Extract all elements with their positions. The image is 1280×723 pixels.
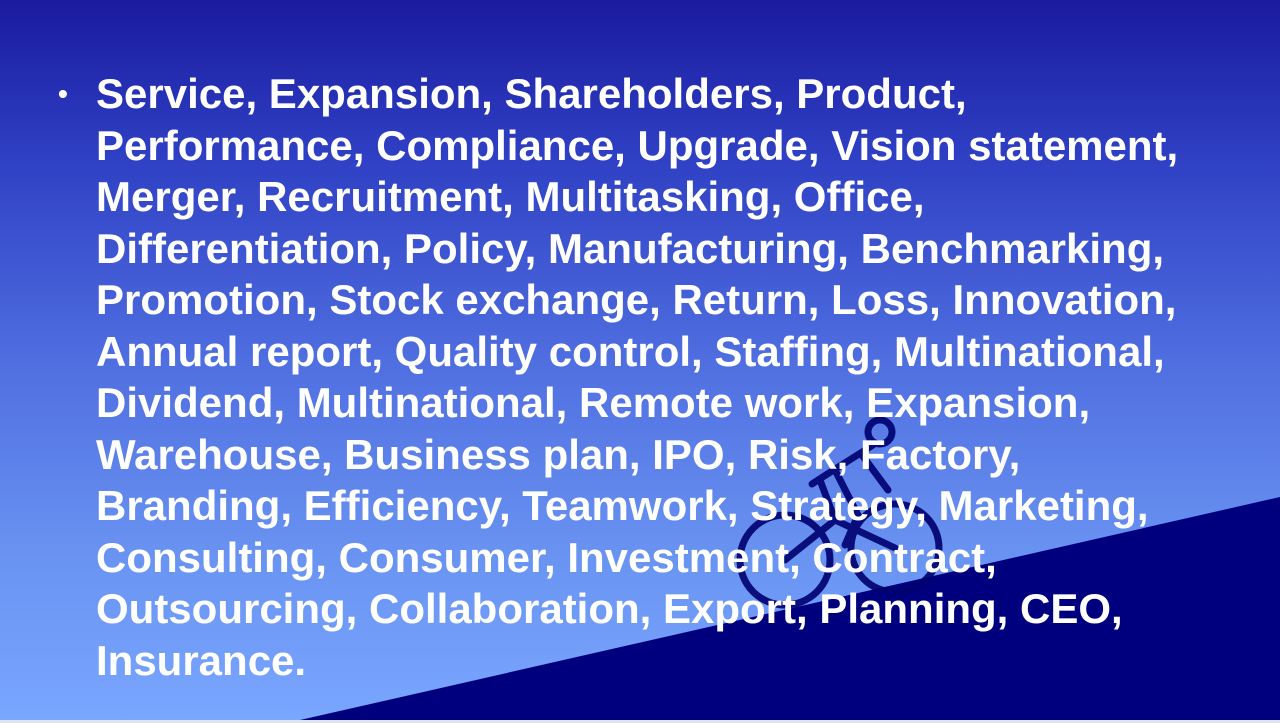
text-line-10: Consulting, Consumer, Investment, Contra… (96, 533, 997, 581)
text-line-7: Dividend, Multinational, Remote work, Ex… (96, 379, 1091, 426)
bullet-text: Service, Expansion, Shareholders, Produc… (96, 68, 1232, 686)
text-line-6: Annual report, Quality control, Staffing… (96, 327, 1165, 375)
text-line-3: Merger, Recruitment, Multitasking, Offic… (96, 173, 925, 220)
bullet-marker: • (58, 78, 68, 109)
text-line-8: Warehouse, Business plan, IPO, Risk, Fac… (96, 430, 1021, 478)
bottom-border (0, 720, 1280, 723)
text-line-5: Promotion, Stock exchange, Return, Loss,… (96, 276, 1177, 323)
text-line-11: Outsourcing, Collaboration, Export, Plan… (96, 585, 1123, 632)
text-line-12: Insurance. (96, 636, 307, 684)
text-line-4: Differentiation, Policy, Manufacturing, … (96, 224, 1165, 272)
text-line-1: Service, Expansion, Shareholders, Produc… (96, 70, 967, 117)
text-line-9: Branding, Efficiency, Teamwork, Strategy… (96, 482, 1149, 529)
text-line-2: Performance, Compliance, Upgrade, Vision… (96, 121, 1179, 169)
bullet-list: • Service, Expansion, Shareholders, Prod… (52, 68, 1232, 686)
